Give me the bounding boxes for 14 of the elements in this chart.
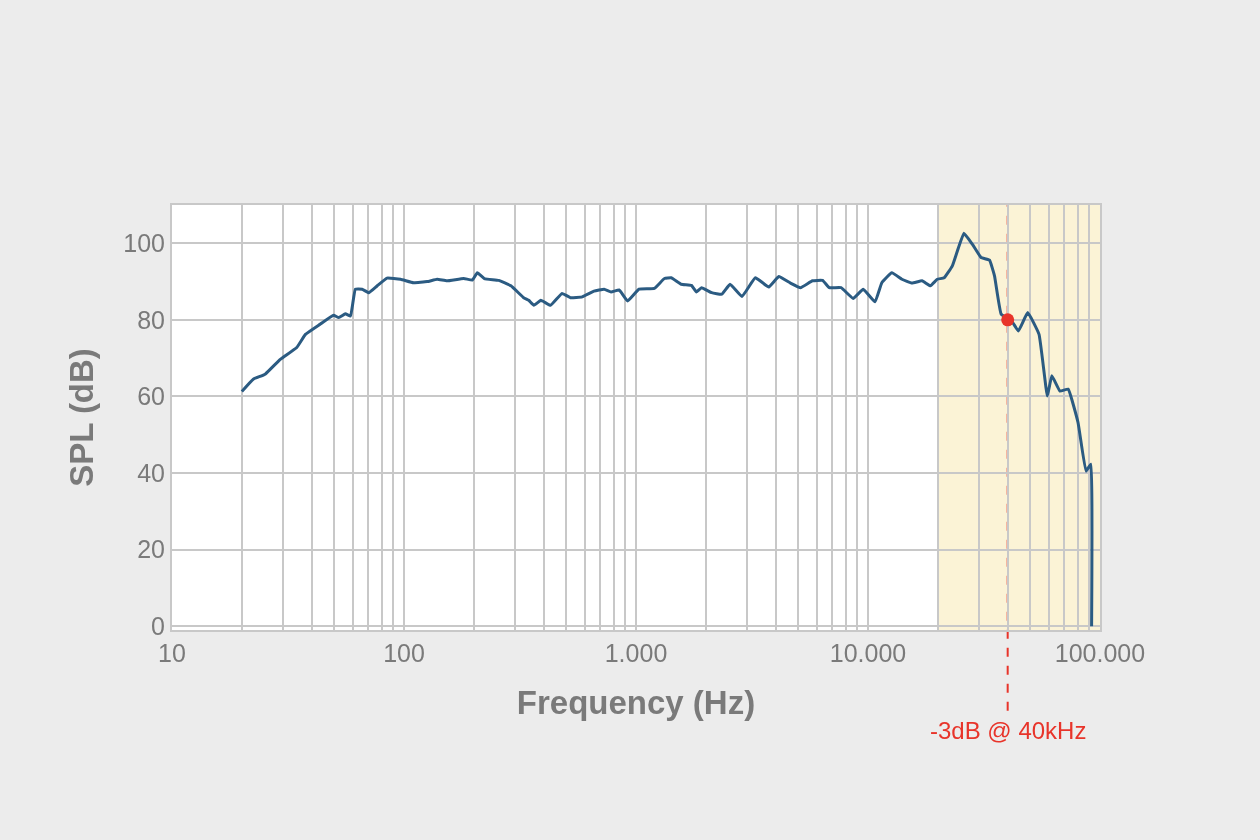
- x-tick-label: 10.000: [829, 639, 907, 667]
- ref-line-label: -3dB @ 40kHz: [930, 717, 1087, 744]
- y-tick-label: 0: [151, 611, 165, 640]
- x-tick-label: 1.000: [604, 639, 668, 667]
- y-axis-title: SPL (dB): [62, 348, 100, 487]
- y-tick-label: 80: [137, 305, 165, 334]
- x-tick-label: 100: [383, 639, 425, 667]
- y-tick-label: 40: [137, 458, 165, 487]
- y-tick-label: 60: [137, 382, 165, 411]
- x-tick-label: 100.000: [1054, 639, 1146, 667]
- y-tick-label: 100: [123, 229, 165, 258]
- x-tick-label: 10: [158, 639, 186, 667]
- y-tick-label: 20: [137, 535, 165, 564]
- x-axis-title: Frequency (Hz): [516, 684, 756, 722]
